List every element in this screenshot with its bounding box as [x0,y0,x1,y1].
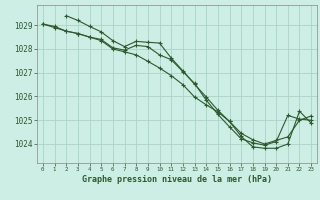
X-axis label: Graphe pression niveau de la mer (hPa): Graphe pression niveau de la mer (hPa) [82,175,272,184]
